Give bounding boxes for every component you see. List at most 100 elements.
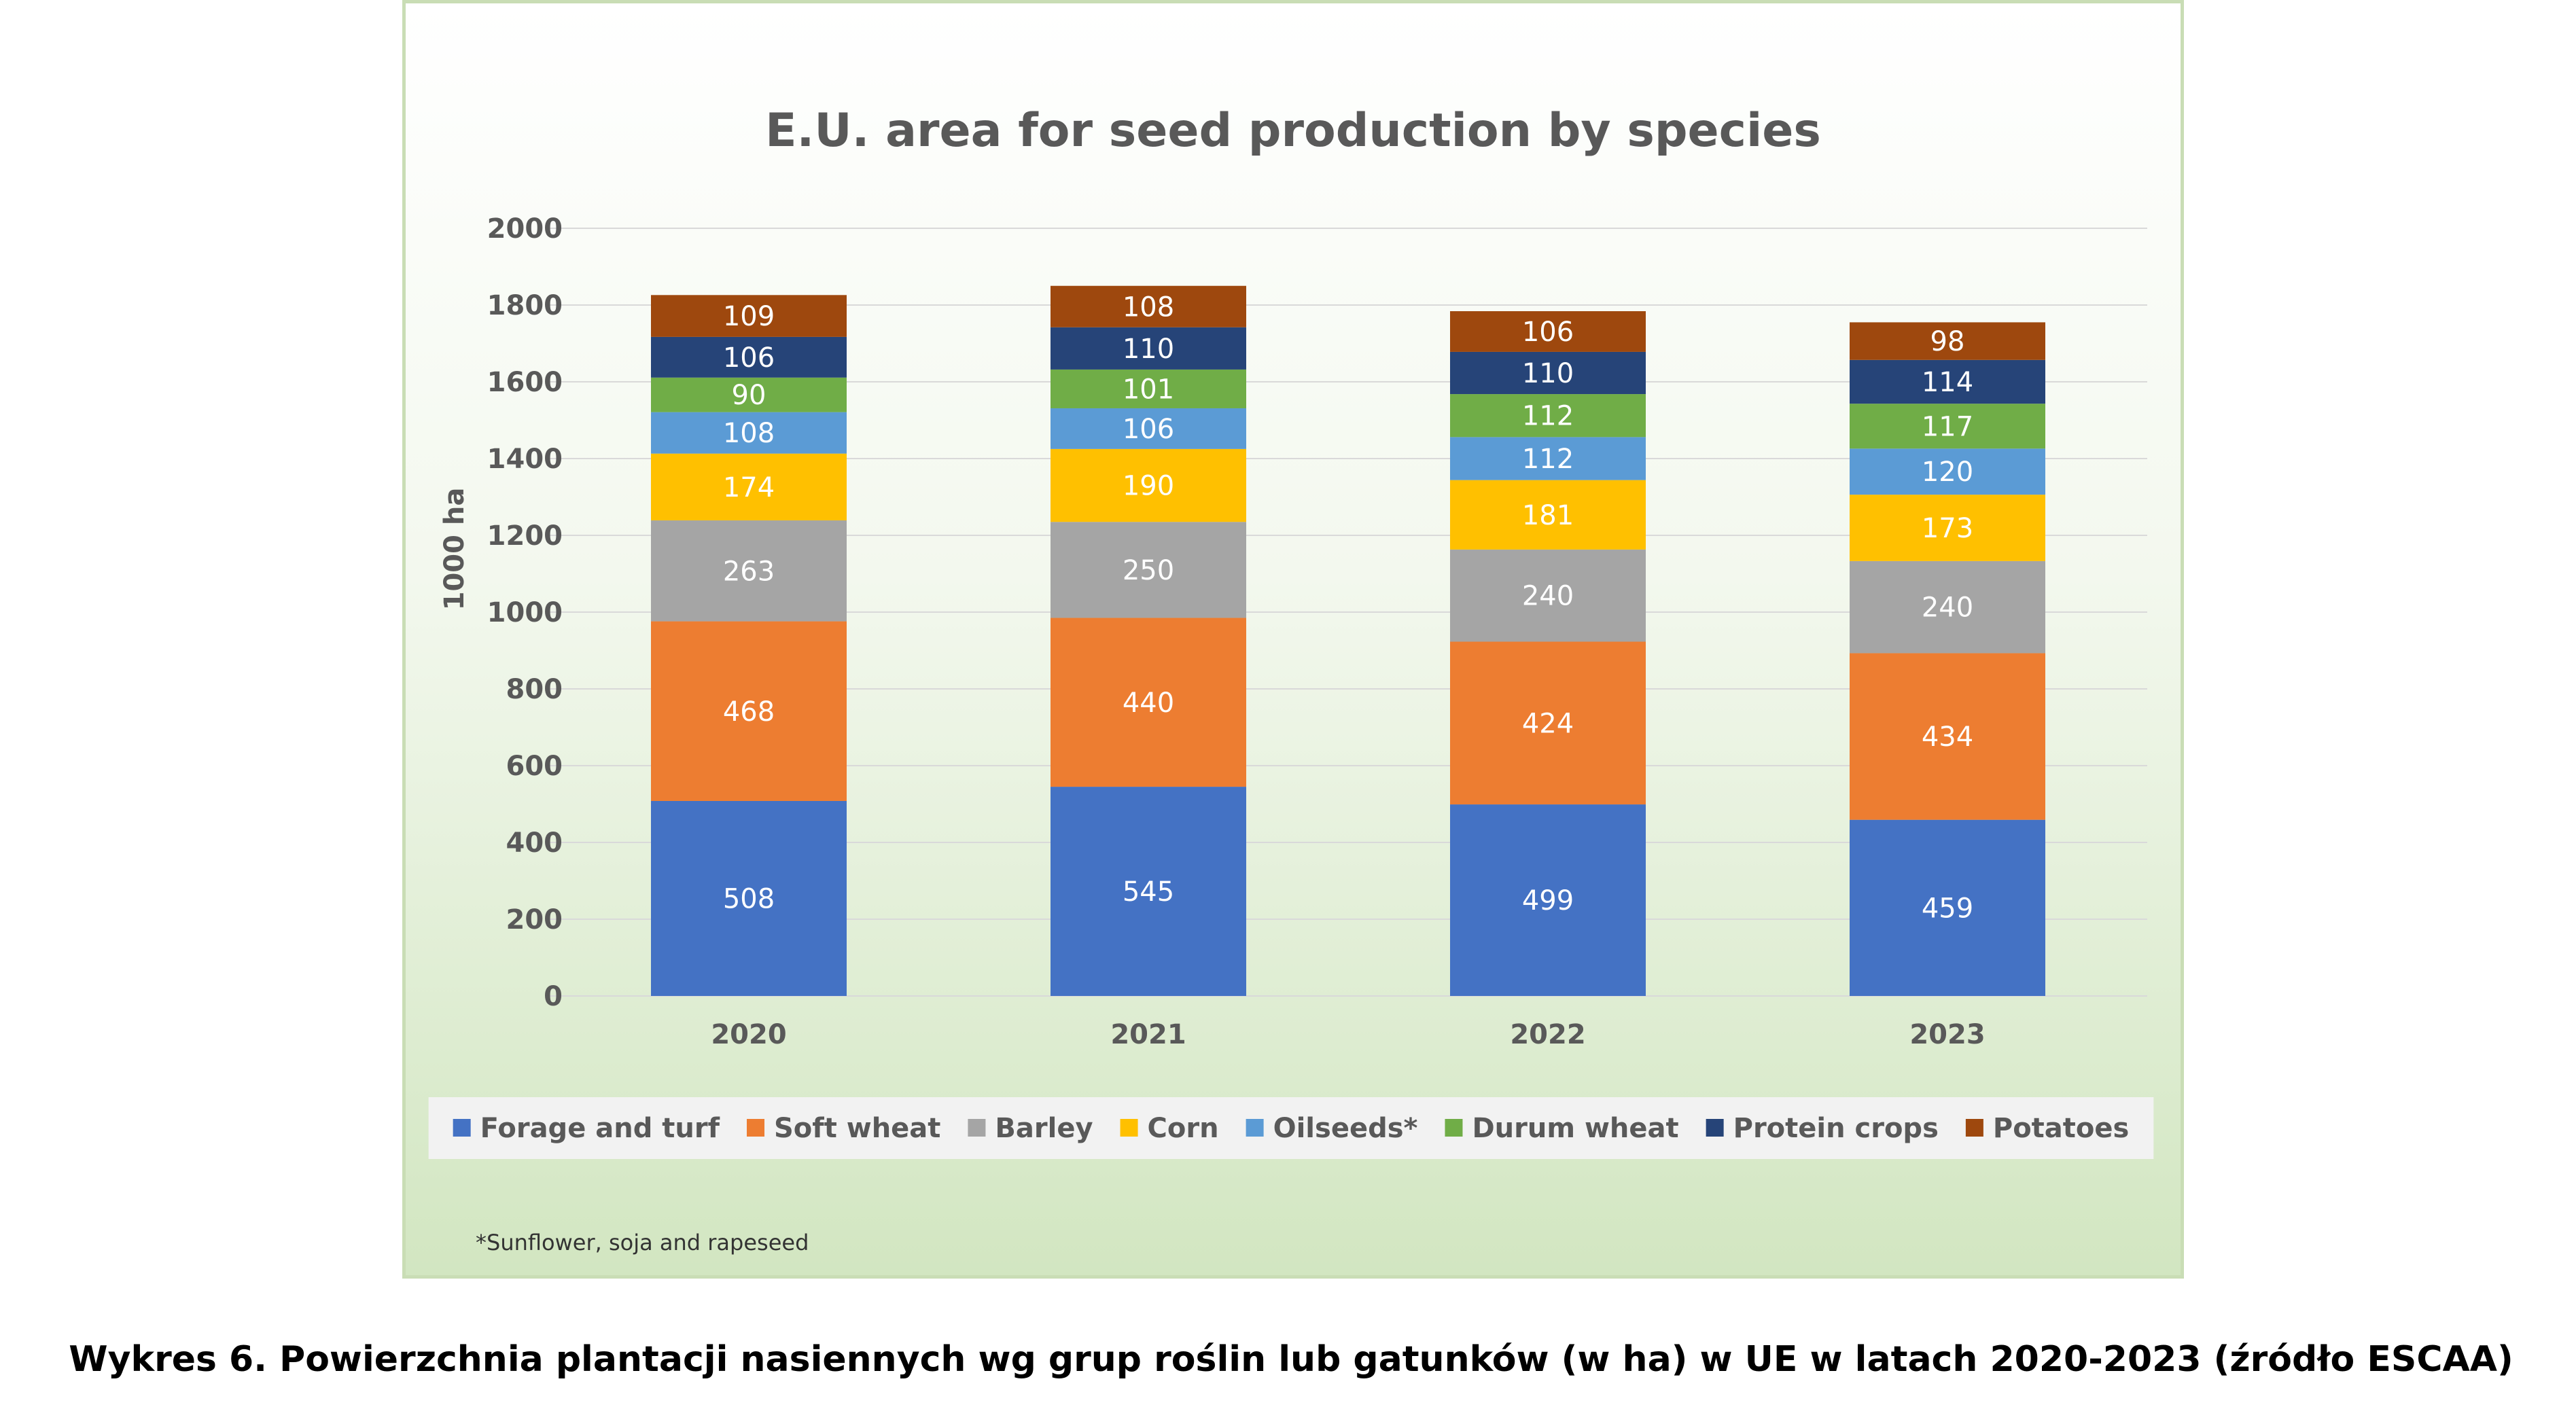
data-label: 508	[723, 883, 775, 914]
bar-segment	[1450, 351, 1646, 395]
x-tick-label: 2023	[1909, 1019, 1985, 1050]
data-label: 434	[1922, 721, 1973, 753]
chart-title: E.U. area for seed production by species	[765, 104, 1821, 158]
bar-segment	[651, 336, 847, 378]
legend-label: Potatoes	[1993, 1113, 2129, 1144]
legend-label: Protein crops	[1733, 1113, 1939, 1144]
legend-swatch	[747, 1119, 765, 1137]
data-label: 108	[1123, 291, 1174, 323]
bar-segment	[1450, 394, 1646, 438]
figure-caption: Wykres 6. Powierzchnia plantacji nasienn…	[69, 1339, 2513, 1380]
footnote: *Sunflower, soja and rapeseed	[476, 1230, 809, 1255]
bar-segment	[1850, 819, 2045, 996]
bar-segment	[1051, 285, 1246, 327]
y-tick-label: 200	[506, 904, 563, 935]
bar-segment	[1450, 311, 1646, 352]
bar-segment	[651, 377, 847, 412]
bar-segment	[651, 520, 847, 622]
bar-segment	[1051, 408, 1246, 449]
y-tick-label: 2000	[487, 213, 563, 245]
data-label: 263	[723, 556, 775, 587]
data-label: 106	[1522, 317, 1574, 348]
bar-segment	[1850, 359, 2045, 404]
bar-segment	[651, 453, 847, 520]
bar-segment	[1450, 641, 1646, 805]
data-label: 114	[1922, 367, 1973, 398]
data-label: 250	[1123, 555, 1174, 586]
y-tick-label: 1200	[487, 520, 563, 552]
legend-swatch	[1120, 1119, 1138, 1137]
data-label: 106	[1123, 414, 1174, 445]
data-label: 112	[1522, 444, 1574, 475]
legend-swatch	[453, 1119, 471, 1137]
bar-segment	[1450, 804, 1646, 996]
legend-swatch	[1246, 1119, 1264, 1137]
data-label: 240	[1922, 592, 1973, 624]
bar-segment	[1450, 437, 1646, 480]
bar-segment	[1450, 549, 1646, 642]
y-tick-label: 600	[506, 751, 563, 782]
x-axis-ticks: 2020 2021 2022 2023	[711, 1019, 1985, 1050]
data-label: 106	[723, 342, 775, 374]
y-tick-label: 1600	[487, 367, 563, 398]
data-label: 120	[1922, 457, 1973, 488]
data-label: 459	[1922, 893, 1973, 924]
y-axis-title: 1000 ha	[439, 488, 470, 611]
bar-segment	[1850, 560, 2045, 654]
x-tick-label: 2022	[1510, 1019, 1585, 1050]
legend-swatch	[1445, 1119, 1463, 1137]
data-label: 109	[723, 301, 775, 332]
legend-label: Corn	[1148, 1113, 1219, 1144]
legend-label: Oilseeds*	[1273, 1113, 1418, 1144]
bar-segment	[1850, 448, 2045, 495]
legend-swatch	[1706, 1119, 1724, 1137]
data-label: 181	[1522, 500, 1574, 531]
data-label: 174	[723, 472, 775, 503]
y-tick-label: 400	[506, 827, 563, 859]
data-label: 499	[1522, 885, 1574, 916]
legend-swatch	[968, 1119, 986, 1137]
y-tick-label: 1800	[487, 290, 563, 321]
legend-label: Forage and turf	[480, 1113, 720, 1144]
data-label: 240	[1522, 581, 1574, 612]
legend-label: Barley	[995, 1113, 1093, 1144]
data-label: 101	[1123, 374, 1174, 405]
legend-label: Soft wheat	[774, 1113, 940, 1144]
x-tick-label: 2020	[711, 1019, 786, 1050]
data-label: 440	[1123, 688, 1174, 719]
bar-segment	[651, 295, 847, 337]
data-label: 110	[1522, 358, 1574, 389]
bars	[651, 285, 2045, 996]
legend-swatch	[1965, 1119, 1983, 1137]
data-label: 98	[1930, 326, 1965, 357]
bar-segment	[1850, 322, 2045, 360]
bar-segment	[1850, 495, 2045, 561]
y-axis-ticks: 0 200 400 600 800 1000 1200 1400 1600 1800 2000	[487, 213, 563, 1012]
bar-segment	[1051, 448, 1246, 522]
legend-label: Durum wheat	[1472, 1113, 1678, 1144]
bar-segment	[1051, 618, 1246, 787]
data-label: 117	[1922, 411, 1973, 442]
x-tick-label: 2021	[1110, 1019, 1186, 1050]
data-label: 173	[1922, 513, 1973, 544]
bar-segment	[651, 800, 847, 996]
y-tick-label: 1000	[487, 597, 563, 628]
data-label: 112	[1522, 401, 1574, 432]
bar-segment	[1051, 522, 1246, 618]
y-tick-label: 0	[544, 981, 563, 1012]
bar-segment	[1051, 327, 1246, 370]
data-label: 545	[1123, 876, 1174, 908]
data-label: 90	[732, 380, 766, 411]
bar-segment	[651, 621, 847, 801]
bar-segment	[651, 412, 847, 454]
bar-segment	[1850, 653, 2045, 820]
legend-background	[428, 1097, 2154, 1159]
bar-segment	[1051, 369, 1246, 408]
data-label: 424	[1522, 708, 1574, 739]
data-label: 108	[723, 418, 775, 449]
data-label: 190	[1123, 471, 1174, 502]
data-label: 468	[723, 696, 775, 728]
bar-segment	[1450, 480, 1646, 550]
bar-segment	[1051, 787, 1246, 996]
